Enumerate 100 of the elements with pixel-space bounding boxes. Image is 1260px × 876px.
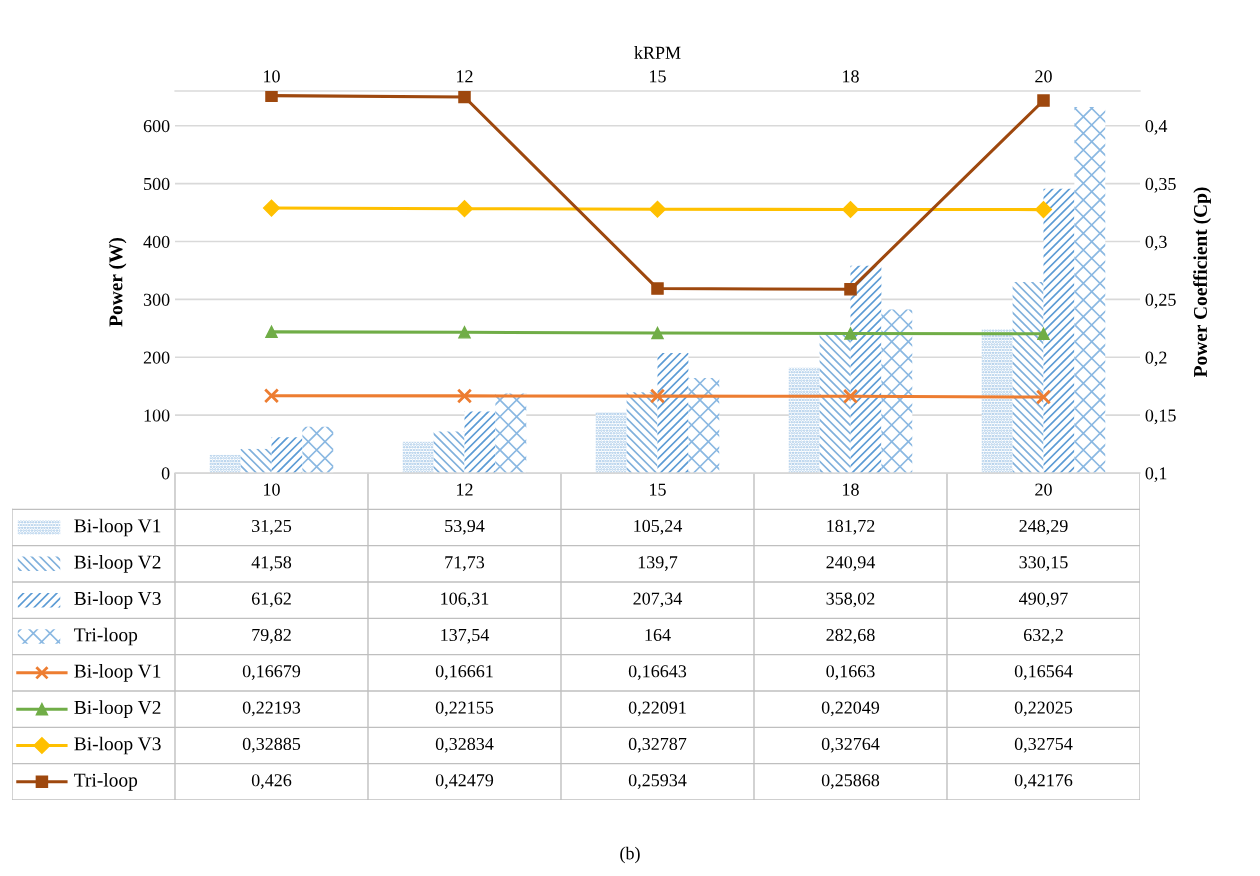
y-axis-title: Power (W) [108, 237, 127, 327]
data-label: 0,426 [251, 774, 292, 789]
point [649, 388, 666, 404]
data-label: 31,25 [252, 519, 292, 535]
category-label: 20 [1035, 483, 1052, 496]
data-label: 0,1663 [826, 665, 875, 680]
bar [657, 352, 689, 473]
point [1035, 389, 1052, 405]
data-label: 105,24 [634, 519, 683, 535]
data-label: 53,94 [445, 519, 485, 535]
x-tick-label: 12 [457, 70, 473, 83]
point [651, 282, 664, 295]
point [1037, 94, 1050, 107]
data-label: 282,68 [826, 628, 875, 644]
data-label: 164 [645, 628, 671, 642]
point [265, 91, 278, 102]
bar [981, 329, 1013, 473]
legend-label: Bi-loop V2 [74, 700, 161, 718]
point [651, 326, 664, 340]
legend-label: Tri-loop [74, 773, 138, 791]
point [263, 388, 280, 404]
bar [271, 437, 303, 473]
bar [302, 426, 334, 473]
data-label: 181,72 [827, 519, 875, 535]
point [265, 325, 278, 339]
data-label: 248,29 [1019, 519, 1068, 535]
data-label: 0,42479 [435, 774, 494, 789]
data-label: 79,82 [252, 628, 291, 644]
point [842, 388, 859, 404]
bar [850, 265, 882, 473]
x-tick-label: 10 [264, 70, 280, 83]
y-tick-label: 600 [143, 119, 170, 133]
data-label: 240,94 [826, 556, 876, 571]
data-label: 0,25868 [821, 774, 880, 789]
y-tick-label: 200 [143, 351, 170, 364]
y2-axis-title: Power Coefficient (Cp) [1193, 187, 1211, 378]
point [844, 327, 857, 340]
data-label: 0,32764 [821, 737, 880, 753]
y2-tick-label: 0,4 [1145, 119, 1168, 135]
bar [595, 412, 627, 473]
data-label: 0,32834 [435, 737, 494, 753]
bar [881, 309, 913, 473]
bar [402, 441, 434, 473]
x-axis-title: kRPM [634, 46, 681, 59]
point [841, 200, 860, 219]
category-label: 10 [264, 483, 280, 496]
point [1034, 201, 1053, 219]
bar [1043, 188, 1075, 473]
bar [819, 333, 851, 473]
data-label: 0,32754 [1014, 737, 1073, 753]
data-label: 0,22193 [242, 701, 301, 717]
data-label: 0,22049 [821, 701, 880, 717]
bar [626, 392, 658, 473]
legend-label: Bi-loop V3 [74, 736, 161, 755]
data-label: 330,15 [1019, 556, 1068, 571]
legend-label: Bi-loop V1 [74, 518, 161, 537]
data-label: 106,31 [441, 592, 489, 608]
data-label: 41,58 [251, 556, 292, 571]
bar [688, 378, 720, 473]
x-tick-label: 18 [843, 70, 859, 83]
data-label: 71,73 [445, 556, 485, 571]
data-label: 0,42176 [1014, 774, 1073, 789]
y2-tick-label: 0,1 [1145, 467, 1167, 483]
category-label: 15 [650, 483, 666, 496]
bar [495, 393, 527, 473]
bar [209, 454, 241, 473]
legend-label: Bi-loop V2 [74, 555, 161, 573]
data-label: 0,22025 [1014, 701, 1073, 717]
y-tick-label: 400 [143, 235, 170, 248]
point [455, 200, 474, 218]
legend-label: Bi-loop V3 [74, 591, 161, 609]
y-tick-label: 500 [144, 177, 170, 191]
point [458, 91, 471, 104]
data-label: 0,32885 [242, 737, 301, 753]
category-label: 18 [843, 483, 859, 496]
data-label: 139,7 [638, 556, 678, 571]
y2-tick-label: 0,2 [1145, 351, 1167, 367]
bar [788, 367, 820, 473]
bar [464, 411, 496, 473]
point [456, 388, 473, 404]
bar [1074, 107, 1106, 473]
data-label: 490,97 [1019, 592, 1068, 608]
legend-label: Bi-loop V1 [74, 664, 161, 682]
data-label: 0,16661 [435, 665, 493, 680]
point [1037, 327, 1050, 341]
point [262, 199, 281, 217]
data-label: 0,16564 [1014, 665, 1073, 680]
data-label: 137,54 [441, 628, 490, 644]
data-label: 61,62 [251, 592, 291, 608]
text: (b) [620, 846, 640, 864]
data-label: 207,34 [633, 592, 683, 608]
y2-tick-label: 0,35 [1145, 177, 1176, 193]
data-label: 0,16643 [628, 665, 687, 680]
data-label: 0,22155 [435, 701, 494, 717]
bar [240, 448, 272, 473]
y-tick-label: 0 [161, 467, 170, 480]
x-tick-label: 20 [1035, 70, 1052, 83]
y-tick-label: 100 [144, 409, 170, 422]
legend-label: Tri-loop [74, 627, 138, 646]
data-label: 0,16679 [242, 665, 301, 680]
